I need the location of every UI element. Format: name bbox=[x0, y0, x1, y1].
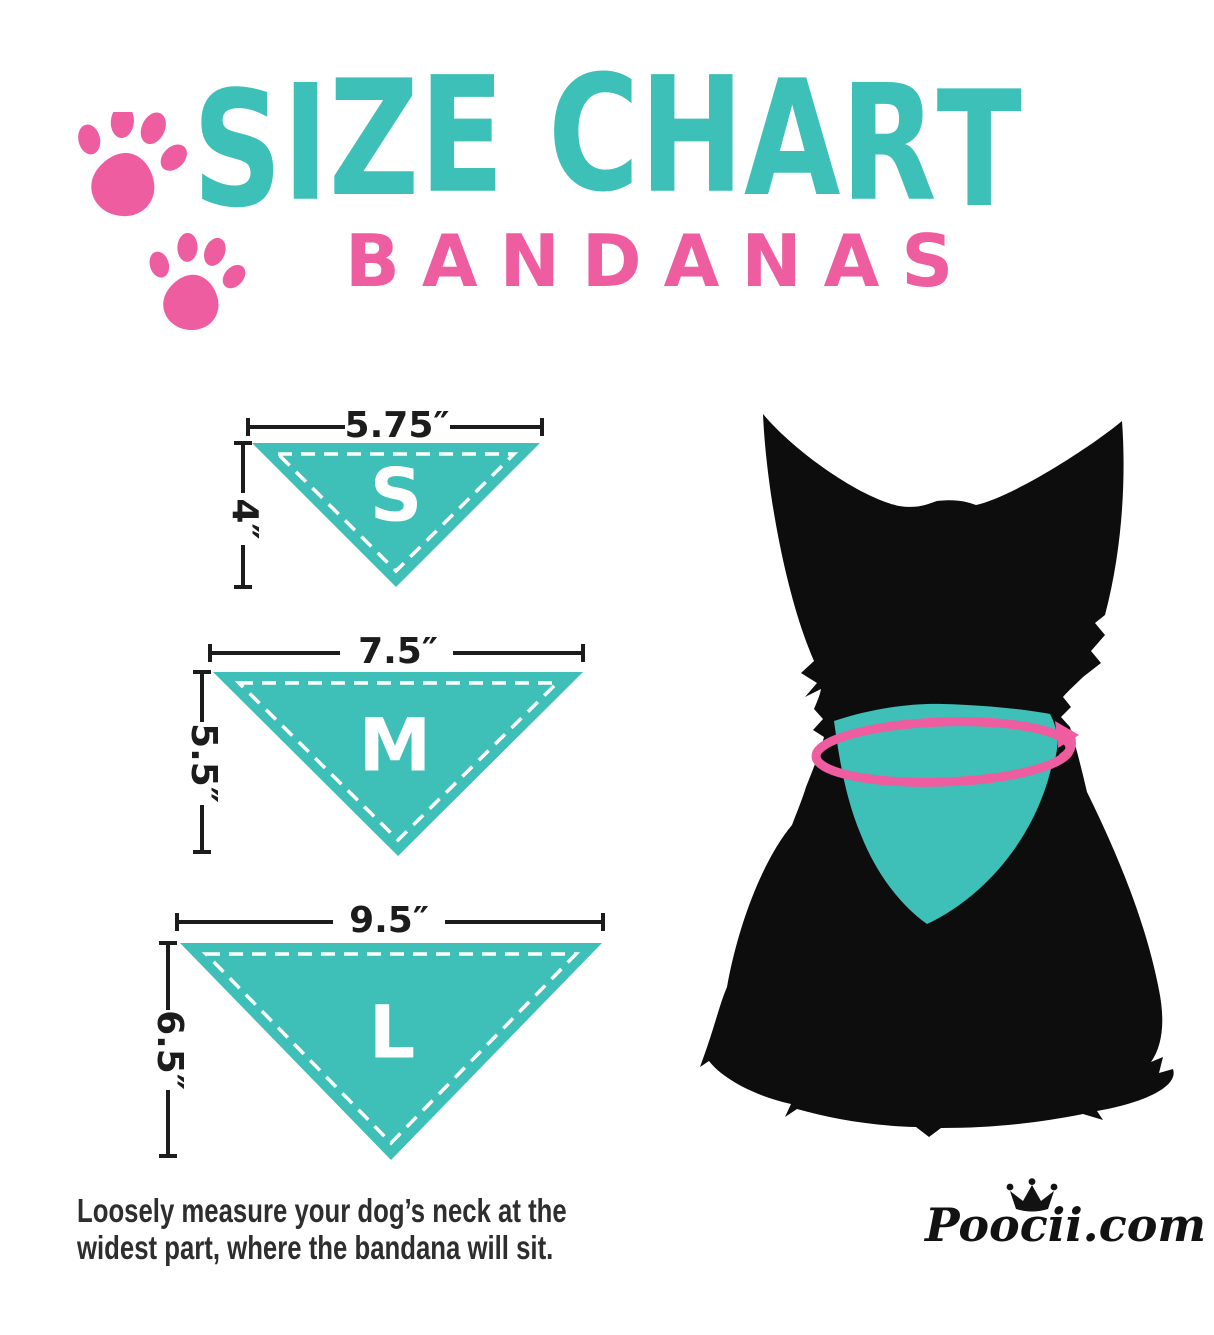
dog-bandana bbox=[834, 703, 1058, 924]
crown-ball bbox=[1050, 1183, 1058, 1191]
page-title: SIZE CHART bbox=[192, 70, 1021, 230]
width-label-m: 7.5″ bbox=[358, 631, 438, 672]
page-subtitle: BANDANAS bbox=[345, 219, 976, 303]
size-label-s: S bbox=[369, 453, 423, 539]
stitch-border bbox=[273, 452, 519, 574]
bandana-triangle-l bbox=[180, 943, 602, 1160]
paw-icon bbox=[133, 222, 257, 341]
rotation-arrow-head bbox=[1055, 721, 1079, 748]
bandana-shape bbox=[252, 443, 540, 587]
measurement-note: Loosely measure your dog’s neck at the w… bbox=[77, 1192, 623, 1266]
height-label-l: 6.5″ bbox=[149, 1010, 190, 1090]
height-label-m: 5.5″ bbox=[183, 723, 224, 803]
dog-illustration bbox=[700, 414, 1174, 1137]
height-label-s: 4″ bbox=[224, 498, 265, 540]
stitch-border bbox=[234, 681, 562, 843]
width-label-s: 5.75″ bbox=[344, 405, 450, 446]
measurement-note-line1: Loosely measure your dog’s neck at the bbox=[77, 1192, 567, 1229]
size-label-m: M bbox=[358, 703, 432, 789]
crown-shape bbox=[1010, 1185, 1054, 1212]
crown-icon bbox=[1006, 1178, 1058, 1212]
stitch-border bbox=[201, 952, 581, 1146]
bandana-triangle-s bbox=[252, 443, 540, 587]
page-title-text: SIZE CHART bbox=[192, 70, 1021, 230]
width-label-l: 9.5″ bbox=[349, 900, 429, 941]
crown-ball bbox=[1006, 1183, 1014, 1191]
brand-name: Poocii.com bbox=[925, 1198, 1207, 1252]
crown-ball bbox=[1028, 1178, 1036, 1185]
bandana-shape bbox=[213, 672, 583, 856]
measurement-note-line2: widest part, where the bandana will sit. bbox=[77, 1229, 554, 1266]
bandana-triangle-m bbox=[213, 672, 583, 856]
size-label-l: L bbox=[368, 990, 416, 1076]
bandana-shape bbox=[180, 943, 602, 1160]
